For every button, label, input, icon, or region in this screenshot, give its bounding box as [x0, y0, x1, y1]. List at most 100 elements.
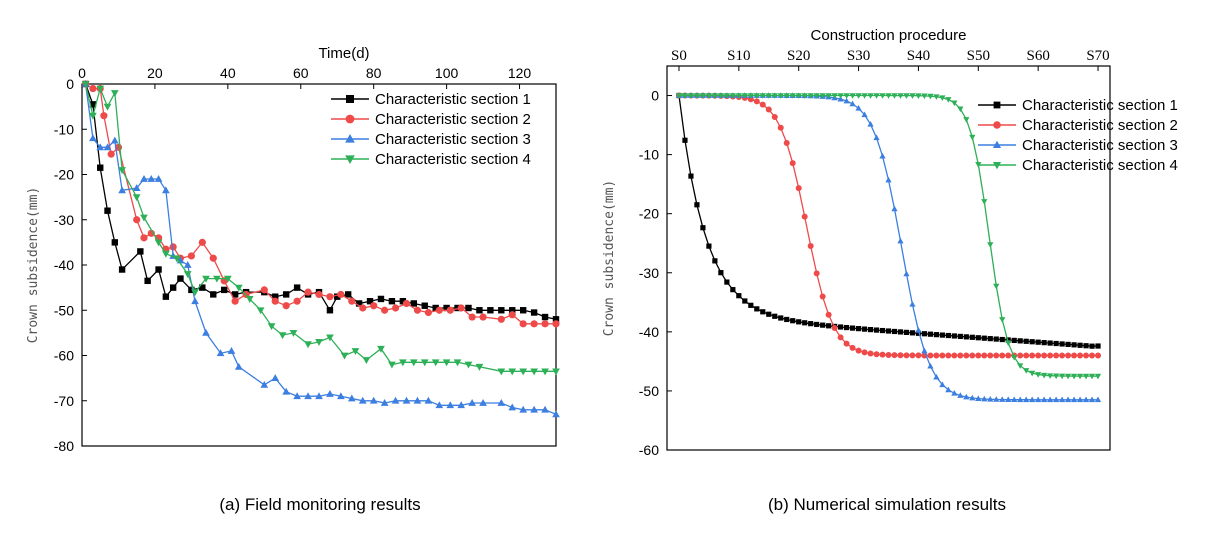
data-point — [530, 320, 538, 328]
data-point — [1082, 396, 1090, 403]
data-point — [541, 405, 549, 413]
data-point — [1041, 372, 1048, 379]
data-point — [1017, 363, 1024, 369]
data-point — [903, 329, 910, 335]
data-point — [1035, 396, 1042, 403]
data-point — [813, 93, 820, 99]
data-point — [867, 326, 874, 333]
data-point — [457, 304, 465, 312]
data-point — [446, 306, 454, 314]
data-point — [479, 313, 487, 321]
data-point — [1023, 352, 1030, 359]
data-point — [1071, 342, 1077, 348]
data-point — [742, 298, 748, 304]
data-point — [849, 93, 856, 99]
data-point — [766, 311, 772, 317]
data-point — [508, 368, 517, 376]
legend-marker — [345, 114, 355, 124]
data-point — [454, 304, 461, 312]
series-group-a — [81, 80, 560, 418]
y-tick-label: -30 — [639, 265, 659, 281]
legend-item-3: Characteristic section 3 — [331, 131, 531, 148]
legend-item-2: Characteristic section 2 — [978, 117, 1178, 134]
data-point — [89, 84, 97, 93]
data-point — [1023, 338, 1029, 344]
data-point — [921, 331, 928, 337]
data-point — [735, 93, 742, 99]
legend-label: Characteristic section 3 — [375, 131, 531, 148]
data-point — [183, 261, 192, 268]
data-point — [282, 302, 290, 310]
data-point — [107, 150, 115, 158]
data-point — [759, 101, 766, 108]
data-point — [753, 93, 760, 99]
data-point — [340, 352, 349, 360]
data-point — [1035, 372, 1042, 378]
data-point — [293, 284, 301, 291]
data-point — [1058, 373, 1066, 380]
data-point — [951, 100, 958, 107]
data-point — [1017, 352, 1024, 359]
caption-a: (a) Field monitoring results — [219, 495, 420, 514]
data-point — [1064, 373, 1072, 380]
data-point — [753, 98, 760, 105]
data-point — [993, 352, 1000, 359]
data-point — [282, 387, 291, 395]
data-point — [688, 173, 694, 179]
data-point — [790, 318, 796, 324]
data-point — [694, 202, 700, 208]
data-point — [999, 336, 1005, 343]
series-4 — [81, 81, 560, 376]
data-point — [915, 327, 922, 333]
data-point — [413, 396, 422, 404]
data-point — [999, 396, 1006, 402]
legend-marker — [993, 121, 1001, 129]
legend-item-4: Characteristic section 4 — [978, 157, 1178, 174]
data-point — [772, 313, 778, 319]
data-point — [1035, 352, 1042, 359]
data-point — [927, 362, 934, 369]
data-point — [981, 199, 988, 205]
y-tick-label: -50 — [54, 302, 74, 318]
data-point — [541, 368, 549, 376]
data-point — [337, 392, 345, 400]
data-point — [1094, 373, 1102, 380]
data-point — [849, 325, 856, 331]
x-tick-label: 40 — [220, 65, 236, 81]
data-point — [530, 368, 538, 376]
data-point — [133, 216, 141, 224]
data-point — [927, 93, 934, 100]
data-point — [837, 93, 844, 99]
data-point — [819, 93, 826, 99]
data-point — [837, 334, 844, 341]
data-point — [843, 324, 850, 331]
data-point — [234, 284, 243, 292]
data-point — [144, 277, 151, 285]
legend-label: Characteristic section 4 — [375, 151, 531, 168]
data-point — [89, 134, 97, 142]
data-point — [801, 93, 808, 99]
data-point — [915, 330, 922, 336]
data-point — [103, 143, 112, 151]
data-point — [289, 329, 298, 337]
data-point — [140, 214, 148, 222]
data-point — [1023, 368, 1030, 374]
data-point — [388, 298, 396, 305]
data-point — [903, 270, 910, 277]
data-point — [849, 100, 856, 107]
data-point — [369, 396, 378, 404]
data-point — [903, 352, 910, 359]
data-point — [945, 386, 952, 393]
data-point — [903, 93, 910, 99]
data-point — [96, 85, 105, 93]
series-1 — [676, 92, 1101, 349]
data-point — [897, 237, 904, 244]
data-point — [140, 234, 148, 242]
data-point — [391, 304, 400, 312]
data-point — [304, 392, 312, 400]
data-point — [945, 97, 952, 103]
data-point — [362, 357, 371, 365]
data-point — [1011, 337, 1017, 344]
data-point — [278, 332, 287, 340]
data-point — [1053, 373, 1060, 380]
